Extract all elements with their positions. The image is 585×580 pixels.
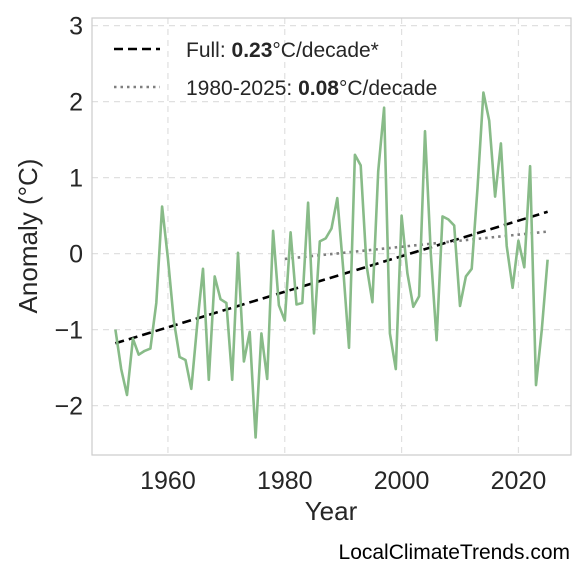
x-tick-label: 1960 xyxy=(140,467,196,495)
y-tick-label: 2 xyxy=(69,89,83,117)
plot-frame xyxy=(91,17,572,456)
y-axis-label: Anomaly (°C) xyxy=(13,159,43,314)
y-tick-label: −1 xyxy=(54,317,83,345)
legend: Full: 0.23°C/decade* 1980-2025: 0.08°C/d… xyxy=(114,39,437,100)
y-tick-label: 3 xyxy=(69,13,83,41)
trend-line-full xyxy=(114,210,549,345)
legend-label-1980-2025: 1980-2025: 0.08°C/decade xyxy=(186,77,437,100)
series-line xyxy=(114,91,549,439)
trend-line-1980-2025 xyxy=(284,230,548,261)
x-tick-label: 2000 xyxy=(374,467,430,495)
x-tick-label: 2020 xyxy=(491,467,547,495)
y-tick-label: −2 xyxy=(54,393,83,421)
x-tick-label: 1980 xyxy=(257,467,313,495)
x-tick-labels: 1960 1980 2000 2020 xyxy=(140,467,546,495)
y-tick-labels: 3 2 1 0 −1 −2 xyxy=(54,13,83,421)
series xyxy=(114,91,549,439)
trend-lines xyxy=(114,210,549,345)
grid xyxy=(92,18,571,455)
y-tick-label: 0 xyxy=(69,241,83,269)
legend-label-full: Full: 0.23°C/decade* xyxy=(186,39,379,62)
source-attribution: LocalClimateTrends.com xyxy=(339,541,570,564)
x-axis-label: Year xyxy=(305,496,358,526)
y-tick-label: 1 xyxy=(69,165,83,193)
